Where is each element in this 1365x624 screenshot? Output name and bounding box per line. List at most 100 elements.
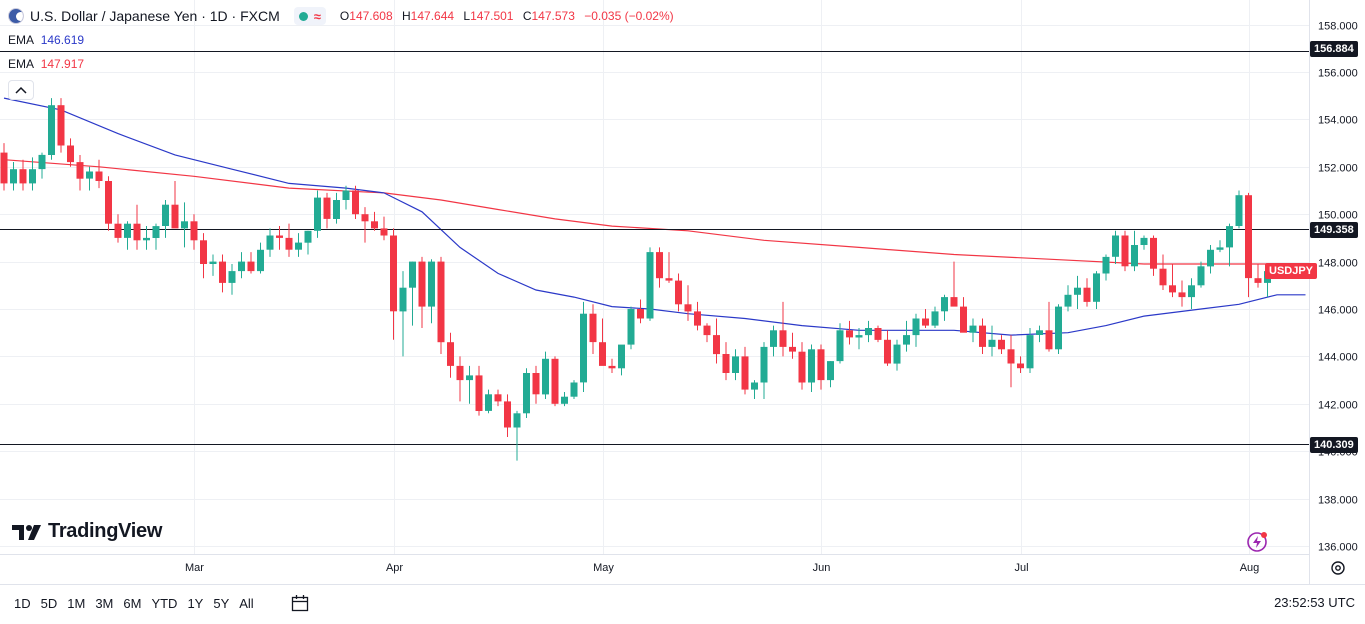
- time-tick-label: Aug: [1240, 562, 1260, 574]
- price-tick-label: 152.000: [1318, 163, 1358, 175]
- candle-body: [162, 204, 169, 226]
- candle-body: [713, 335, 720, 355]
- candle-body: [893, 344, 901, 364]
- range-3m[interactable]: 3M: [95, 596, 114, 611]
- usd-jpy-flag-icon: [8, 8, 24, 24]
- chart-grid: [0, 0, 1309, 554]
- ohlc-readout: O147.608 H147.644 L147.501 C147.573 −0.0…: [339, 9, 674, 23]
- candle-body: [608, 365, 616, 369]
- candle-body: [808, 349, 815, 383]
- candle-body: [371, 221, 378, 229]
- candle-body: [884, 339, 891, 364]
- candle-body: [361, 214, 369, 222]
- range-ytd[interactable]: YTD: [151, 596, 178, 611]
- candle-body: [105, 181, 112, 224]
- collapse-legend-button[interactable]: [8, 80, 34, 100]
- candle-body: [836, 330, 844, 362]
- candle-body: [751, 382, 758, 390]
- candle-body: [1197, 266, 1205, 286]
- candle-body: [931, 311, 939, 326]
- candle-body: [428, 261, 435, 307]
- price-tick-label: 144.000: [1318, 352, 1358, 364]
- symbol-title[interactable]: U.S. Dollar / Japanese Yen · 1D · FXCM: [30, 8, 280, 24]
- close-value: 147.573: [531, 9, 575, 23]
- market-status-pill[interactable]: ≈: [293, 7, 326, 25]
- candle-body: [200, 240, 207, 264]
- time-range-selector: 1D 5D 1M 3M 6M YTD 1Y 5Y All: [9, 594, 259, 614]
- candle-body: [19, 169, 27, 184]
- candle-body: [143, 237, 150, 241]
- ema-fast-legend[interactable]: EMA 146.619: [8, 33, 85, 47]
- ema-slow-line: [3, 159, 1306, 265]
- utc-clock[interactable]: 23:52:53 UTC: [1274, 595, 1355, 610]
- candle-body: [1245, 195, 1252, 279]
- candle-body: [675, 280, 682, 305]
- candle-body: [846, 330, 853, 338]
- candle-body: [1254, 278, 1262, 283]
- candle-body: [798, 351, 806, 383]
- candle-body: [124, 223, 131, 238]
- lightning-icon[interactable]: [1246, 531, 1268, 553]
- candle-body: [779, 330, 787, 347]
- candle-body: [285, 237, 293, 250]
- range-1m[interactable]: 1M: [67, 596, 86, 611]
- price-chart[interactable]: 136.000138.000140.000142.000144.000146.0…: [0, 0, 1365, 584]
- candle-body: [418, 261, 426, 307]
- candle-body: [618, 344, 625, 369]
- level-label-140: 140.309: [1310, 437, 1358, 453]
- candle-body: [1055, 306, 1062, 350]
- candle-body: [979, 325, 986, 347]
- candle-body: [447, 342, 454, 366]
- candle-body: [295, 242, 302, 250]
- gear-icon[interactable]: [1329, 559, 1347, 577]
- range-6m[interactable]: 6M: [123, 596, 142, 611]
- time-axis: Mar Apr May Jun Jul Aug: [185, 562, 1259, 574]
- candle-body: [238, 261, 245, 272]
- candle-body: [665, 278, 673, 281]
- candle-body: [76, 162, 84, 179]
- candle-body: [86, 171, 93, 179]
- candle-body: [29, 169, 36, 184]
- calendar-icon[interactable]: [290, 593, 310, 613]
- price-tick-label: 142.000: [1318, 400, 1358, 412]
- candle-body: [922, 318, 929, 326]
- range-1y[interactable]: 1Y: [187, 596, 204, 611]
- candle-body: [219, 261, 226, 283]
- range-1d[interactable]: 1D: [14, 596, 31, 611]
- candle-body: [1235, 195, 1243, 226]
- candle-body: [314, 197, 321, 231]
- candle-body: [1140, 237, 1148, 245]
- candle-body: [855, 335, 863, 338]
- range-5y[interactable]: 5Y: [213, 596, 230, 611]
- candle-body: [342, 190, 350, 200]
- candle-body: [1131, 245, 1138, 267]
- time-tick-label: Jul: [1014, 562, 1028, 574]
- candle-body: [694, 311, 701, 326]
- tradingview-logo-icon: [12, 524, 41, 540]
- price-tick-label: 148.000: [1318, 258, 1358, 270]
- candle-body: [1112, 235, 1119, 257]
- candle-body: [684, 304, 692, 312]
- candle-body: [646, 252, 654, 319]
- candle-body: [760, 346, 768, 383]
- candle-body: [513, 413, 521, 428]
- candle-body: [38, 154, 46, 170]
- candle-body: [133, 223, 141, 241]
- candle-body: [171, 204, 179, 229]
- candle-body: [399, 287, 407, 312]
- candle-body: [48, 105, 55, 155]
- tradingview-logo[interactable]: TradingView: [12, 520, 162, 543]
- candle-body: [247, 261, 255, 272]
- candle-body: [722, 354, 730, 373]
- candle-body: [1188, 285, 1195, 298]
- candle-body: [352, 190, 359, 215]
- range-5d[interactable]: 5D: [40, 596, 58, 611]
- candle-body: [827, 361, 834, 381]
- price-tick-label: 158.000: [1318, 21, 1358, 33]
- candle-body: [599, 342, 606, 366]
- low-value: 147.501: [470, 9, 514, 23]
- range-all[interactable]: All: [239, 596, 254, 611]
- candle-body: [266, 235, 274, 250]
- ema-slow-legend[interactable]: EMA 147.917: [8, 57, 85, 71]
- price-tick-label: 146.000: [1318, 305, 1358, 317]
